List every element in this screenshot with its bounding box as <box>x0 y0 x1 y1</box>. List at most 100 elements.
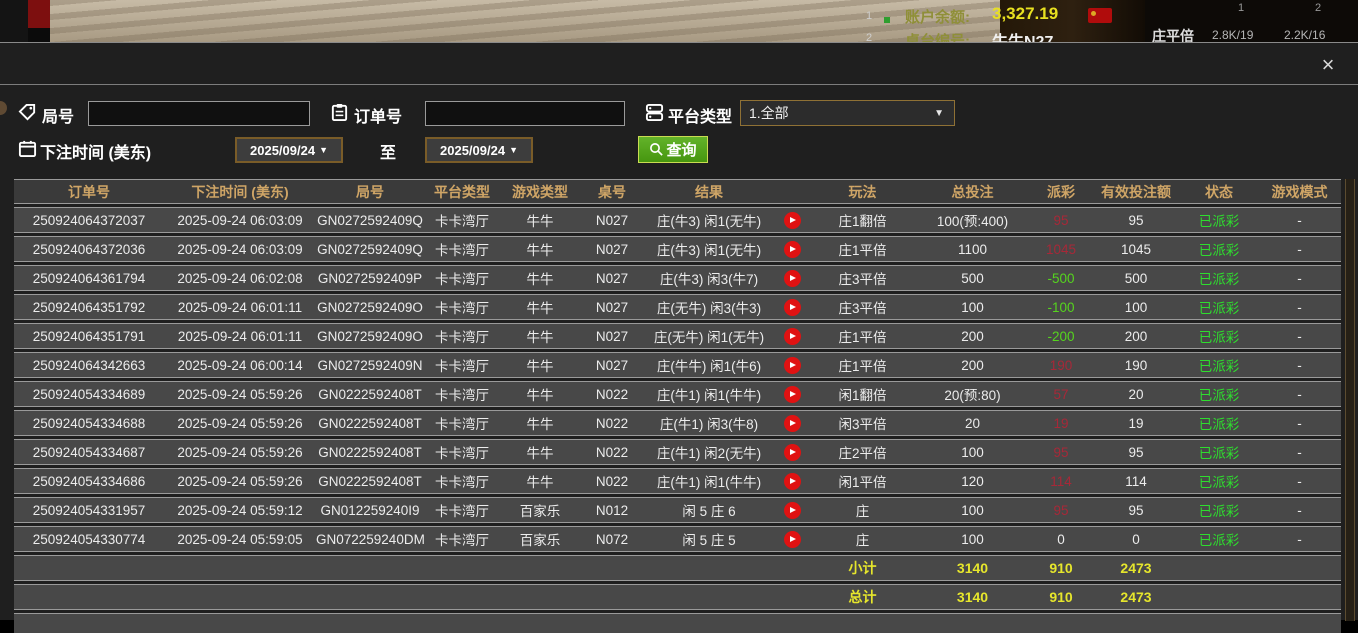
replay-play-icon[interactable] <box>783 298 801 316</box>
game-cell: 百家乐 <box>519 533 561 548</box>
round-cell: GN0272592409O <box>317 299 423 315</box>
round-number-input[interactable] <box>88 101 310 126</box>
header-result: 结果 <box>695 183 723 200</box>
date-from-value: 2025/09/24 <box>250 142 316 158</box>
background-red-panel <box>28 0 50 28</box>
replay-play-icon[interactable] <box>783 269 801 287</box>
round-cell: GN0222592408T <box>318 415 422 431</box>
mode-cell: - <box>1297 444 1302 460</box>
platform-type-select[interactable]: 1.全部 ▼ <box>740 100 955 126</box>
table-cell: N027 <box>595 270 629 286</box>
table-cell: N012 <box>595 502 629 518</box>
order-cell: 250924064361794 <box>32 270 146 286</box>
platform-cell: 卡卡湾厅 <box>435 359 489 374</box>
table-cell: N022 <box>595 444 629 460</box>
replay-play-icon[interactable] <box>783 327 801 345</box>
date-to-value: 2025/09/24 <box>440 142 506 158</box>
date-to-picker[interactable]: 2025/09/24 ▼ <box>425 137 533 163</box>
total-bet-cell: 20 <box>964 415 981 431</box>
table-cell: N022 <box>595 415 629 431</box>
subtotal-label: 小计 <box>848 560 877 576</box>
table-row: 250924054334686 2025-09-24 05:59:26 GN02… <box>14 468 1341 494</box>
mode-cell: - <box>1297 328 1302 344</box>
total-bet: 3140 <box>956 589 989 605</box>
time-cell: 2025-09-24 05:59:26 <box>177 415 303 431</box>
order-cell: 250924054334687 <box>32 444 146 460</box>
mode-cell: - <box>1297 357 1302 373</box>
round-cell: GN072259240DM <box>316 531 424 547</box>
method-cell: 庄 <box>855 533 870 548</box>
mode-cell: - <box>1297 270 1302 286</box>
total-bet-cell: 100 <box>961 502 984 518</box>
payout-cell: -200 <box>1047 328 1075 344</box>
method-cell: 庄3平倍 <box>838 301 887 316</box>
replay-play-icon[interactable] <box>783 501 801 519</box>
platform-cell: 卡卡湾厅 <box>435 475 489 490</box>
bet-time-label: 下注时间 (美东) <box>40 145 152 162</box>
replay-play-icon[interactable] <box>783 472 801 490</box>
calendar-icon <box>18 139 37 158</box>
game-cell: 牛牛 <box>526 359 554 374</box>
table-row: 250924064342663 2025-09-24 06:00:14 GN02… <box>14 352 1341 378</box>
table-row: 250924054334689 2025-09-24 05:59:26 GN02… <box>14 381 1341 407</box>
platform-type-value: 1.全部 <box>749 105 789 121</box>
tag-icon <box>18 103 37 122</box>
replay-play-icon[interactable] <box>783 414 801 432</box>
game-cell: 牛牛 <box>526 272 554 287</box>
close-icon[interactable]: × <box>1321 52 1335 77</box>
order-number-label: 订单号 <box>354 109 403 126</box>
replay-play-icon[interactable] <box>783 530 801 548</box>
replay-play-icon[interactable] <box>783 385 801 403</box>
replay-play-icon[interactable] <box>783 356 801 374</box>
replay-play-icon[interactable] <box>783 240 801 258</box>
time-cell: 2025-09-24 05:59:05 <box>177 531 303 547</box>
round-number-label: 局号 <box>42 109 75 126</box>
column-number-2: 2 <box>1315 2 1322 14</box>
search-icon <box>650 143 664 156</box>
scrollbar[interactable] <box>1345 179 1355 621</box>
titlebar-divider <box>0 84 1358 85</box>
result-cell: 庄(牛3) 闲1(无牛) <box>656 214 762 229</box>
order-cell: 250924054334688 <box>32 415 146 431</box>
time-cell: 2025-09-24 06:03:09 <box>177 241 303 257</box>
status-badge: 已派彩 <box>1198 330 1240 345</box>
order-cell: 250924064372037 <box>32 212 146 228</box>
replay-play-icon[interactable] <box>783 443 801 461</box>
order-number-input[interactable] <box>425 101 625 126</box>
round-cell: GN0272592409N <box>317 357 423 373</box>
subtotal-payout: 910 <box>1049 560 1073 576</box>
method-cell: 庄1翻倍 <box>838 214 887 229</box>
valid-bet-cell: 100 <box>1124 299 1148 315</box>
result-cell: 庄(牛1) 闲2(无牛) <box>656 446 762 461</box>
method-cell: 庄2平倍 <box>838 446 887 461</box>
replay-play-icon[interactable] <box>783 211 801 229</box>
platform-cell: 卡卡湾厅 <box>435 243 489 258</box>
background-curtain <box>1000 0 1145 42</box>
result-cell: 庄(牛1) 闲1(牛牛) <box>656 388 762 403</box>
method-cell: 庄1平倍 <box>838 330 887 345</box>
status-badge: 已派彩 <box>1198 272 1240 287</box>
platform-cell: 卡卡湾厅 <box>435 301 489 316</box>
game-cell: 牛牛 <box>526 214 554 229</box>
table-stat-1: 2.8K/19 <box>1212 28 1254 42</box>
date-from-picker[interactable]: 2025/09/24 ▼ <box>235 137 343 163</box>
result-cell: 庄(无牛) 闲1(无牛) <box>653 330 765 345</box>
time-cell: 2025-09-24 05:59:26 <box>177 444 303 460</box>
balance-value: 3,327.19 <box>992 4 1059 23</box>
search-button[interactable]: 查询 <box>638 136 708 163</box>
flag-icon <box>1088 8 1112 23</box>
header-table: 桌号 <box>598 183 626 200</box>
game-cell: 牛牛 <box>526 330 554 345</box>
round-cell: GN0272592409P <box>317 270 423 286</box>
table-row: 250924064351791 2025-09-24 06:01:11 GN02… <box>14 323 1341 349</box>
table-cell: N027 <box>595 357 629 373</box>
total-bet-cell: 1100 <box>957 241 988 257</box>
table-row: 250924054334687 2025-09-24 05:59:26 GN02… <box>14 439 1341 465</box>
time-cell: 2025-09-24 06:01:11 <box>177 328 303 344</box>
method-cell: 闲1翻倍 <box>838 388 887 403</box>
table-cell: N022 <box>595 386 629 402</box>
game-cell: 牛牛 <box>526 388 554 403</box>
round-cell: GN012259240I9 <box>320 502 420 518</box>
payout-cell: 190 <box>1049 357 1073 373</box>
table-row: 250924064361794 2025-09-24 06:02:08 GN02… <box>14 265 1341 291</box>
